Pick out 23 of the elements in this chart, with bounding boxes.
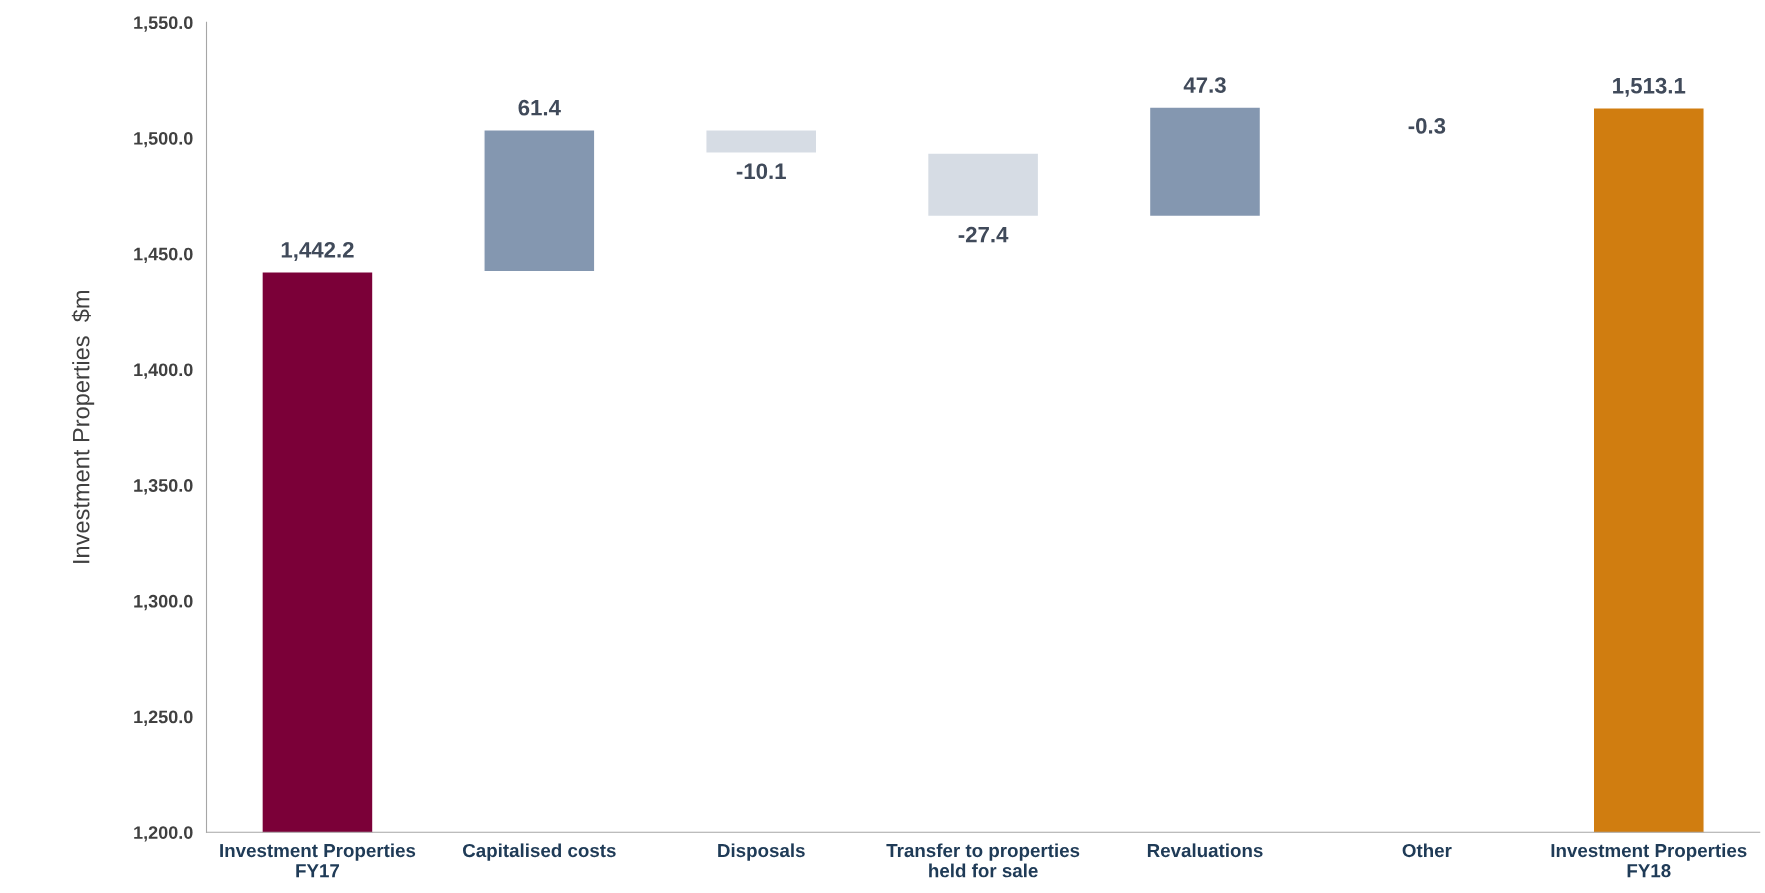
x-tick-label: Investment Properties FY17 — [220, 843, 416, 878]
y-axis-title: Investment Properties $m — [71, 291, 95, 563]
x-tick-label: Revaluations — [1147, 843, 1263, 858]
x-tick-label: Capitalised costs — [463, 843, 616, 861]
y-tick-label: 1,200.0 — [134, 826, 193, 842]
data-label: 61.4 — [518, 99, 561, 116]
y-tick-label: 1,250.0 — [134, 710, 193, 726]
y-tick-label: 1,350.0 — [134, 479, 193, 495]
y-tick-label: 1,500.0 — [134, 131, 193, 148]
x-tick-label: Transfer to properties held for sale — [886, 843, 1080, 878]
x-tick-label: Other — [1402, 843, 1452, 858]
y-tick-label: 1,400.0 — [134, 363, 193, 379]
x-tick-label: Investment Properties FY18 — [1551, 843, 1747, 878]
data-label: -0.3 — [1408, 118, 1446, 134]
data-label: 1,442.2 — [281, 241, 354, 261]
x-tick-label: Disposals — [718, 843, 805, 861]
data-label: -27.4 — [958, 226, 1009, 243]
data-label: -10.1 — [736, 163, 786, 180]
y-tick-label: 1,550.0 — [134, 16, 193, 32]
data-label: 47.3 — [1183, 77, 1226, 93]
y-tick-label: 1,300.0 — [134, 594, 193, 611]
y-tick-label: 1,450.0 — [134, 247, 193, 264]
data-label: 1,513.1 — [1613, 77, 1686, 97]
